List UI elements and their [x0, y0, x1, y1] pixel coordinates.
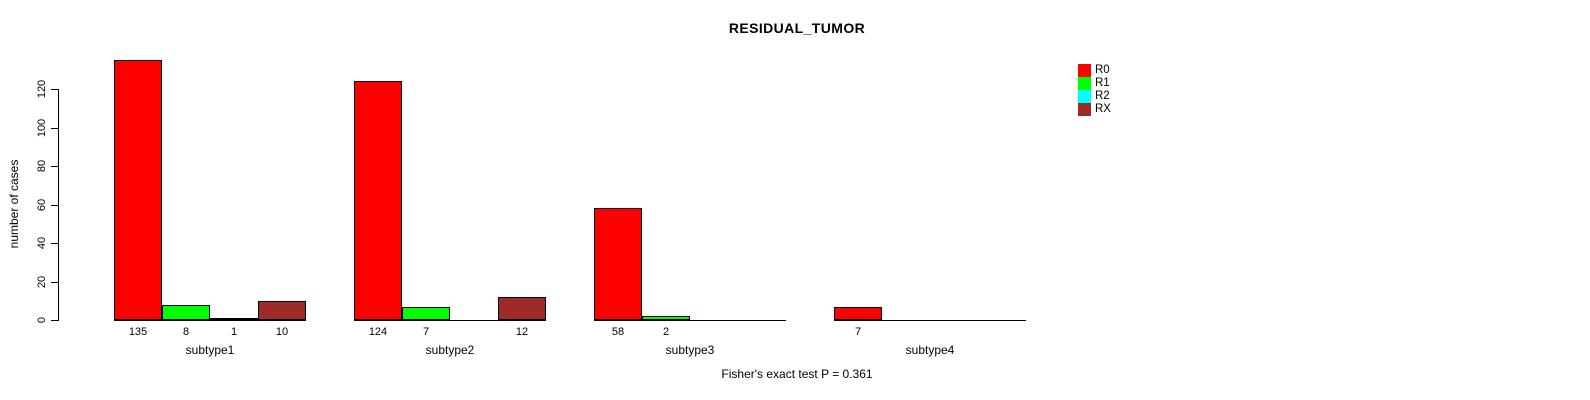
bar-R1-subtype2	[402, 307, 450, 320]
legend-swatch-R2	[1078, 90, 1091, 103]
legend-row-RX: RX	[1078, 103, 1111, 116]
bar-R0-subtype1	[114, 60, 162, 320]
y-tick	[51, 320, 58, 321]
bar-R1-subtype1	[162, 305, 210, 320]
bar-value-label: 10	[275, 326, 289, 338]
y-tick-label-text: 40	[36, 236, 48, 250]
legend-swatch-RX	[1078, 103, 1091, 116]
x-axis-baseline	[594, 320, 786, 321]
legend-label: R1	[1095, 77, 1110, 89]
chart-title: RESIDUAL_TUMOR	[728, 20, 866, 36]
x-category-label: subtype3	[665, 343, 715, 357]
y-tick-label-text: 20	[36, 275, 48, 289]
legend-row-R1: R1	[1078, 77, 1111, 90]
bar-value-label: 8	[182, 326, 190, 338]
x-category-label: subtype2	[425, 343, 475, 357]
legend: R0 R1 R2 RX	[1078, 64, 1111, 116]
x-axis-baseline	[834, 320, 1026, 321]
legend-label: R2	[1095, 90, 1110, 102]
x-axis-baseline	[354, 320, 546, 321]
y-tick-label-text: 120	[36, 79, 48, 99]
bar-value-label: 58	[611, 326, 625, 338]
y-tick	[51, 205, 58, 206]
x-category-label: subtype1	[185, 343, 235, 357]
x-category-label: subtype4	[905, 343, 955, 357]
y-tick	[51, 166, 58, 167]
y-tick	[51, 243, 58, 244]
bar-R0-subtype3	[594, 208, 642, 320]
y-tick-label-text: 0	[36, 316, 48, 324]
bar-value-label: 2	[662, 326, 670, 338]
legend-row-R0: R0	[1078, 64, 1111, 77]
legend-swatch-R0	[1078, 64, 1091, 77]
bar-value-label: 135	[128, 326, 148, 338]
y-tick	[51, 128, 58, 129]
bar-value-label: 12	[515, 326, 529, 338]
y-tick-label-text: 100	[36, 118, 48, 138]
bar-RX-subtype1	[258, 301, 306, 320]
bar-value-label: 124	[368, 326, 388, 338]
bar-RX-subtype2	[498, 297, 546, 320]
y-tick-label-text: 60	[36, 198, 48, 212]
bar-R0-subtype2	[354, 81, 402, 320]
legend-label: RX	[1095, 103, 1111, 115]
bar-value-label: 7	[854, 326, 862, 338]
y-tick	[51, 282, 58, 283]
y-axis-line	[58, 89, 59, 321]
fisher-test-caption: Fisher's exact test P = 0.361	[721, 367, 873, 381]
bar-value-label: 1	[230, 326, 238, 338]
bar-R0-subtype4	[834, 307, 882, 320]
y-axis-title-text: number of cases	[7, 159, 21, 249]
legend-swatch-R1	[1078, 77, 1091, 90]
bar-R1-subtype3	[642, 316, 690, 320]
x-axis-baseline	[114, 320, 306, 321]
legend-label: R0	[1095, 64, 1110, 76]
y-tick	[51, 89, 58, 90]
legend-row-R2: R2	[1078, 90, 1111, 103]
bar-value-label: 7	[422, 326, 430, 338]
bar-R2-subtype1	[210, 318, 258, 320]
y-tick-label-text: 80	[36, 159, 48, 173]
